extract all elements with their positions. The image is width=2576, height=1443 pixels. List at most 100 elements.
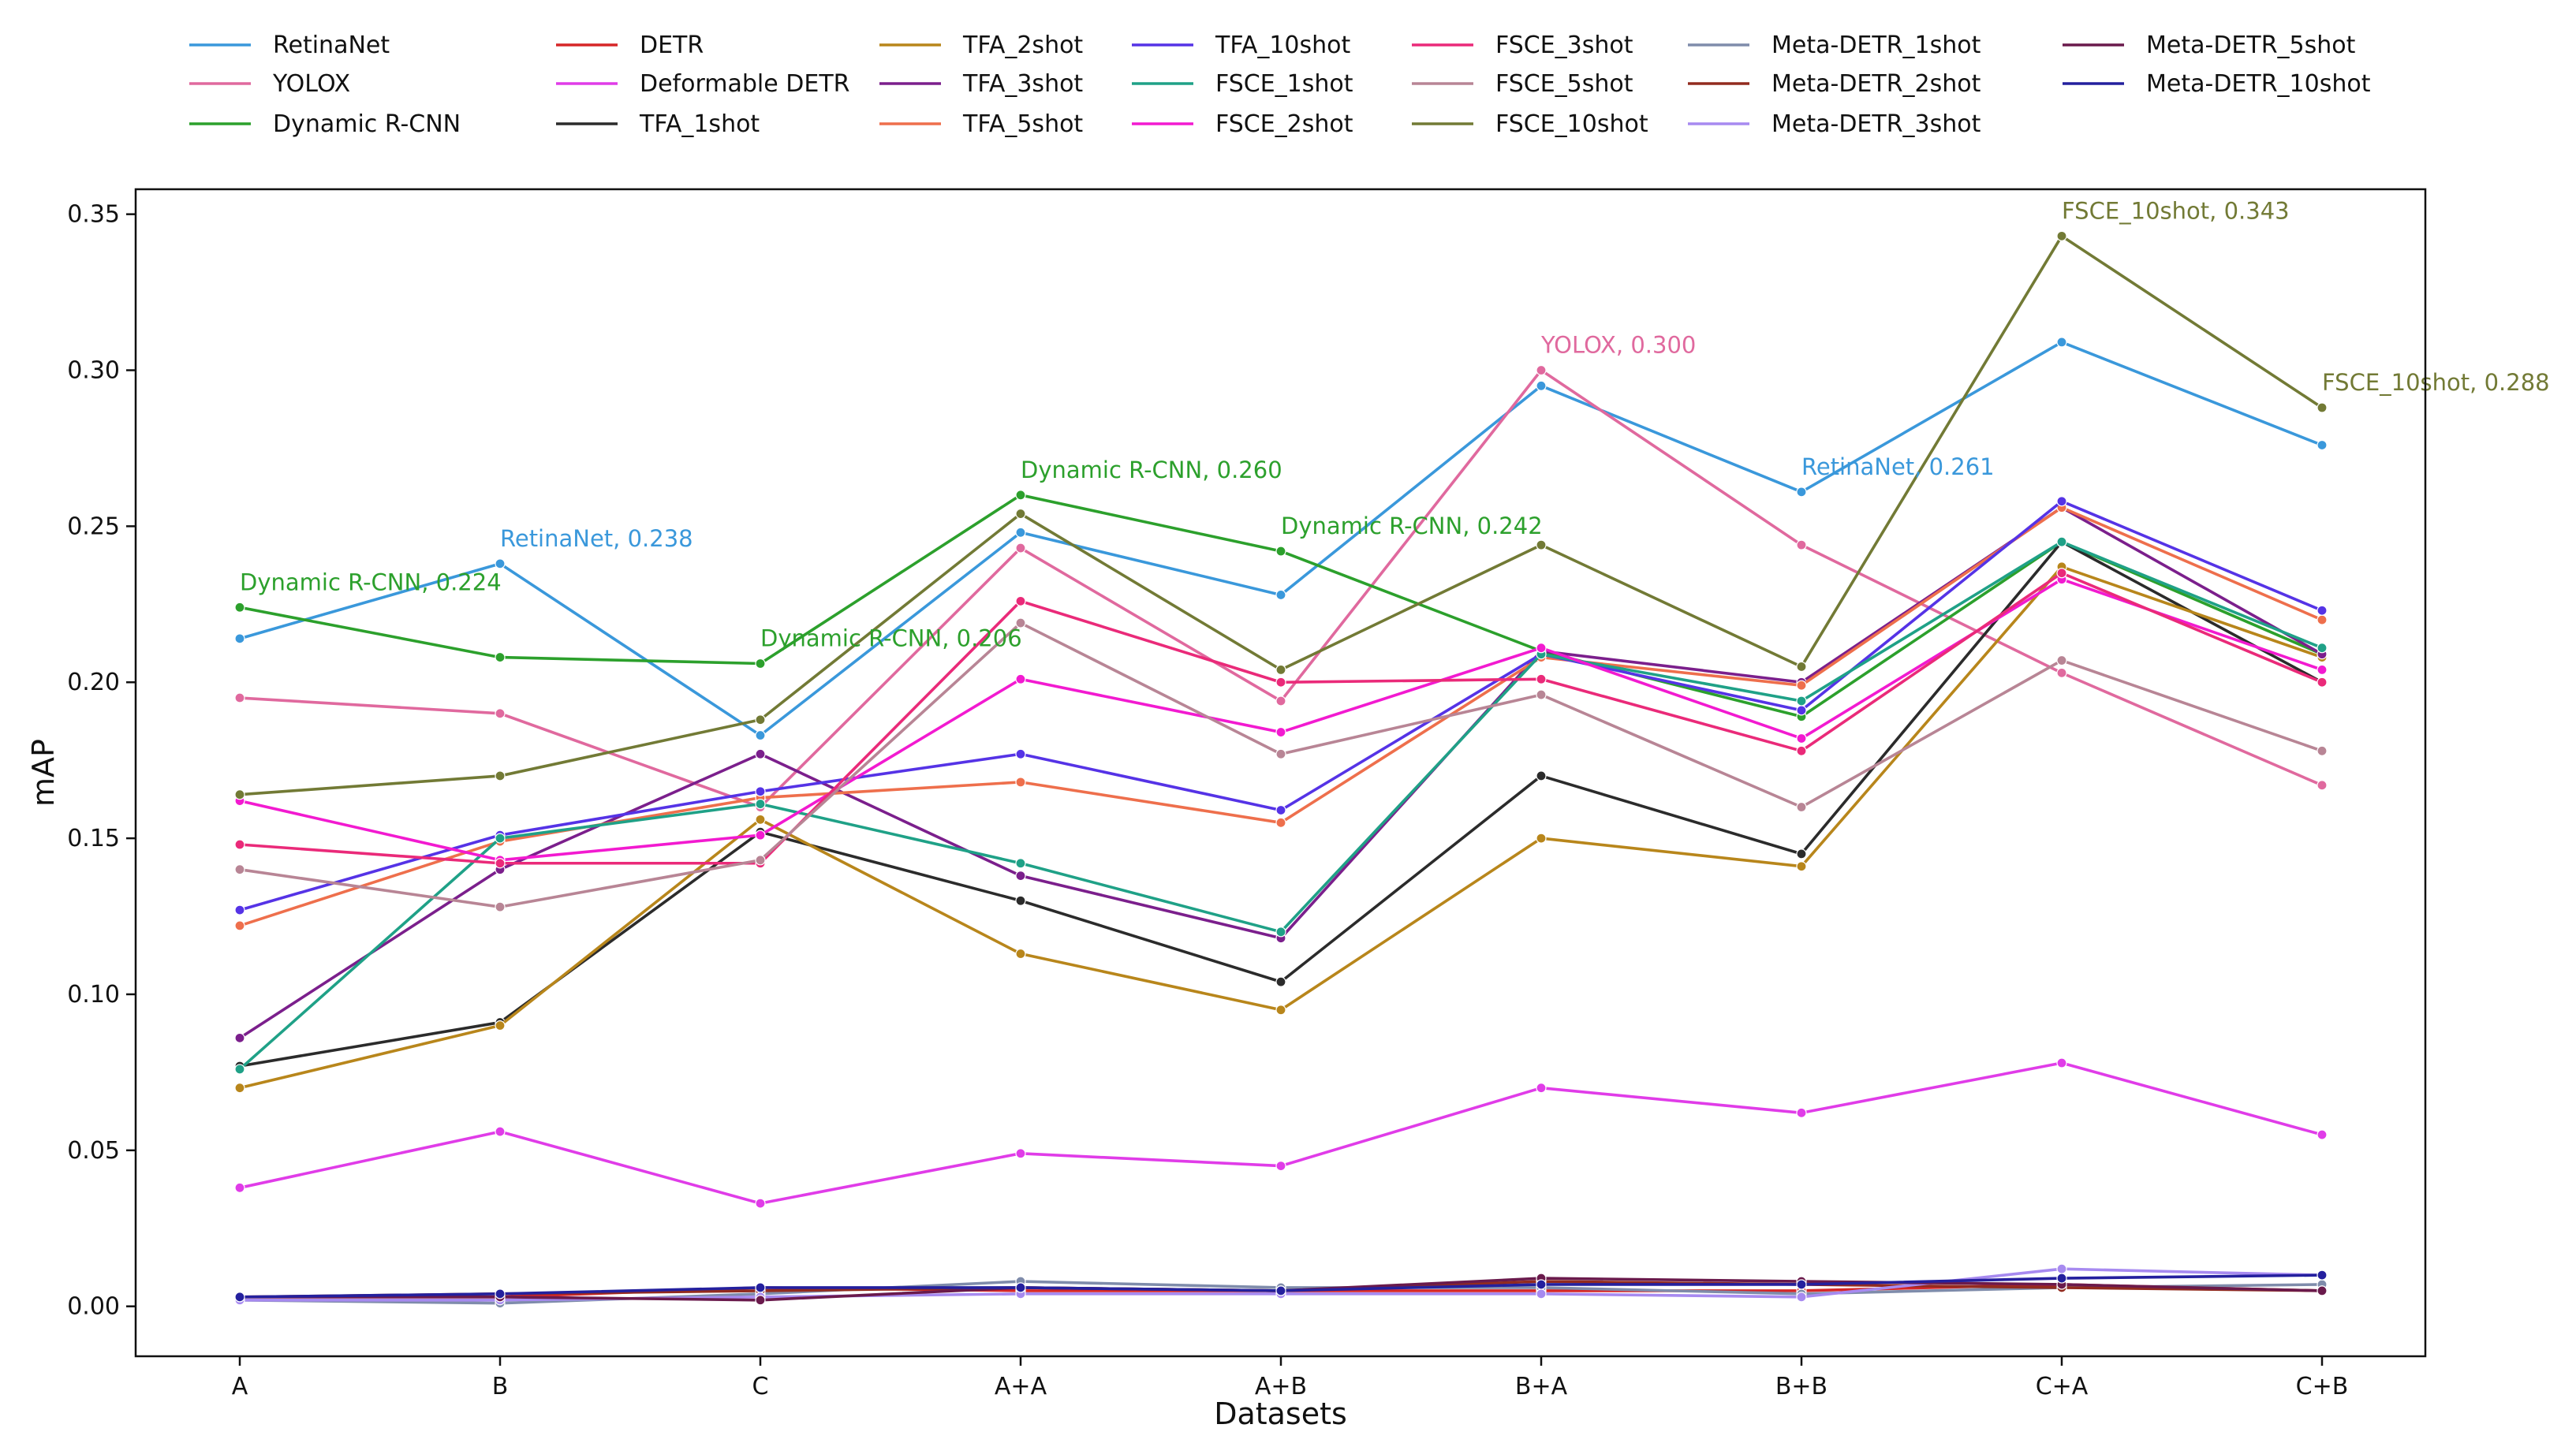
legend-label: Meta-DETR_3shot: [1771, 110, 1981, 138]
annotations: Dynamic R-CNN, 0.224 RetinaNet, 0.238 Dyna…: [240, 197, 2550, 651]
legend-item-tfa-5shot: TFA_5shot: [879, 110, 1083, 138]
y-tick-label: 0.35: [67, 201, 120, 229]
data-point-fsce-1shot-a-a: [1015, 858, 1026, 869]
data-point-deformable-detr-c: [755, 1198, 766, 1209]
data-point-tfa-2shot-b-a: [1536, 833, 1547, 844]
data-point-fsce-10shot-a-b: [1275, 664, 1286, 676]
legend: RetinaNet YOLOX Dynamic R-CNN DETR Deformabl…: [189, 32, 2371, 138]
data-point-deformable-detr-b-a: [1536, 1083, 1547, 1094]
series-tfa-3shot: [234, 502, 2328, 1043]
data-point-fsce-5shot-c-b: [2317, 745, 2328, 756]
data-point-tfa-10shot-c: [755, 786, 766, 797]
series-line-tfa-1shot: [239, 540, 2323, 1068]
data-point-tfa-3shot-a: [234, 1032, 245, 1043]
data-point-meta-detr-10shot-a-b: [1275, 1285, 1286, 1296]
legend-label: TFA_10shot: [1215, 32, 1351, 59]
data-point-retinanet-a-a: [1015, 527, 1026, 538]
data-point-yolox-c-a: [2056, 667, 2067, 678]
legend-item-meta-detr-3shot: Meta-DETR_3shot: [1688, 110, 1981, 138]
data-point-yolox-b-a: [1536, 364, 1547, 376]
data-point-fsce-5shot-a-b: [1275, 748, 1286, 759]
data-point-retinanet-c-a: [2056, 337, 2067, 348]
legend-item-fsce-1shot: FSCE_1shot: [1132, 70, 1353, 98]
annotation-label: Dynamic R-CNN, 0.224: [240, 569, 502, 595]
legend-label: TFA_1shot: [639, 110, 760, 138]
data-point-meta-detr-3shot-c-a: [2056, 1263, 2067, 1274]
data-point-deformable-detr-c-a: [2056, 1057, 2067, 1068]
x-tick-label: C: [752, 1373, 769, 1400]
data-point-deformable-detr-a-a: [1015, 1148, 1026, 1159]
y-tick-label: 0.05: [67, 1137, 120, 1165]
data-point-tfa-1shot-a-b: [1275, 976, 1286, 987]
legend-item-tfa-3shot: TFA_3shot: [879, 70, 1083, 98]
legend-item-yolox: YOLOX: [189, 70, 350, 98]
x-tick-label: B+B: [1775, 1373, 1827, 1400]
legend-item-tfa-1shot: TFA_1shot: [556, 110, 760, 138]
data-point-tfa-1shot-b-b: [1796, 848, 1807, 859]
legend-label: TFA_2shot: [962, 32, 1083, 59]
legend-label: FSCE_5shot: [1495, 70, 1633, 98]
x-tick-label: A+B: [1255, 1373, 1307, 1400]
data-point-deformable-detr-a: [234, 1182, 245, 1193]
data-point-fsce-3shot-b-a: [1536, 673, 1547, 684]
data-point-retinanet-a: [234, 633, 245, 644]
annotation-label: YOLOX, 0.300: [1540, 332, 1696, 359]
x-axis-title: Datasets: [1214, 1396, 1347, 1431]
y-tick-label: 0.15: [67, 825, 120, 852]
legend-label: Meta-DETR_10shot: [2146, 70, 2371, 98]
legend-label: FSCE_2shot: [1215, 110, 1353, 138]
data-point-fsce-2shot-c: [755, 830, 766, 841]
series-line-deformable-detr: [239, 1061, 2323, 1205]
legend-item-meta-detr-1shot: Meta-DETR_1shot: [1688, 32, 1981, 59]
data-point-retinanet-a-b: [1275, 589, 1286, 601]
y-axis-title: mAP: [26, 739, 61, 807]
x-tick-label: A+A: [995, 1373, 1047, 1400]
legend-item-meta-detr-5shot: Meta-DETR_5shot: [2063, 32, 2356, 59]
data-point-yolox-b-b: [1796, 539, 1807, 550]
data-point-fsce-3shot-b-b: [1796, 745, 1807, 756]
data-point-retinanet-b-a: [1536, 380, 1547, 391]
data-point-fsce-5shot-b-b: [1796, 801, 1807, 813]
legend-item-meta-detr-2shot: Meta-DETR_2shot: [1688, 70, 1981, 98]
data-point-tfa-2shot-b: [495, 1020, 506, 1031]
data-point-fsce-1shot-b: [495, 833, 506, 844]
data-point-yolox-a: [234, 692, 245, 703]
legend-label: YOLOX: [272, 70, 350, 98]
data-point-meta-detr-10shot-b-b: [1796, 1279, 1807, 1290]
data-point-tfa-3shot-a-a: [1015, 870, 1026, 882]
data-point-tfa-5shot-c-b: [2317, 614, 2328, 625]
data-point-tfa-10shot-a-b: [1275, 804, 1286, 816]
data-point-meta-detr-10shot-a: [234, 1292, 245, 1303]
y-tick-label: 0.25: [67, 513, 120, 540]
y-tick-label: 0.20: [67, 669, 120, 696]
data-point-fsce-5shot-b: [495, 901, 506, 912]
series-retinanet: [234, 337, 2328, 741]
annotation-label: RetinaNet, 0.261: [1801, 453, 1995, 480]
x-axis: A B C A+A A+B B+A B+B C+A C+B: [232, 1356, 2348, 1400]
x-tick-label: A: [232, 1373, 248, 1400]
legend-label: Deformable DETR: [640, 70, 849, 98]
data-point-dynamic-r-cnn-a: [234, 602, 245, 613]
annotation-label: Dynamic R-CNN, 0.206: [760, 625, 1022, 651]
data-point-fsce-1shot-c: [755, 798, 766, 810]
data-point-dynamic-r-cnn-a-a: [1015, 490, 1026, 501]
legend-label: TFA_5shot: [962, 110, 1083, 138]
data-point-yolox-a-b: [1275, 695, 1286, 707]
data-point-meta-detr-10shot-c-a: [2056, 1273, 2067, 1284]
legend-item-fsce-2shot: FSCE_2shot: [1132, 110, 1353, 138]
data-point-meta-detr-10shot-b-a: [1536, 1279, 1547, 1290]
data-point-meta-detr-5shot-c-b: [2317, 1285, 2328, 1296]
data-point-fsce-2shot-c-b: [2317, 664, 2328, 676]
data-point-meta-detr-10shot-b: [495, 1288, 506, 1299]
series-fsce-1shot: [234, 536, 2328, 1075]
data-point-fsce-2shot-b-b: [1796, 733, 1807, 744]
legend-label: FSCE_3shot: [1495, 32, 1633, 59]
data-point-fsce-5shot-c: [755, 855, 766, 866]
data-point-tfa-10shot-c-b: [2317, 605, 2328, 616]
data-point-tfa-1shot-a-a: [1015, 895, 1026, 906]
data-point-tfa-2shot-a: [234, 1083, 245, 1094]
series-lines: [234, 230, 2328, 1309]
legend-label: TFA_3shot: [962, 70, 1083, 98]
data-point-fsce-10shot-b-b: [1796, 661, 1807, 673]
